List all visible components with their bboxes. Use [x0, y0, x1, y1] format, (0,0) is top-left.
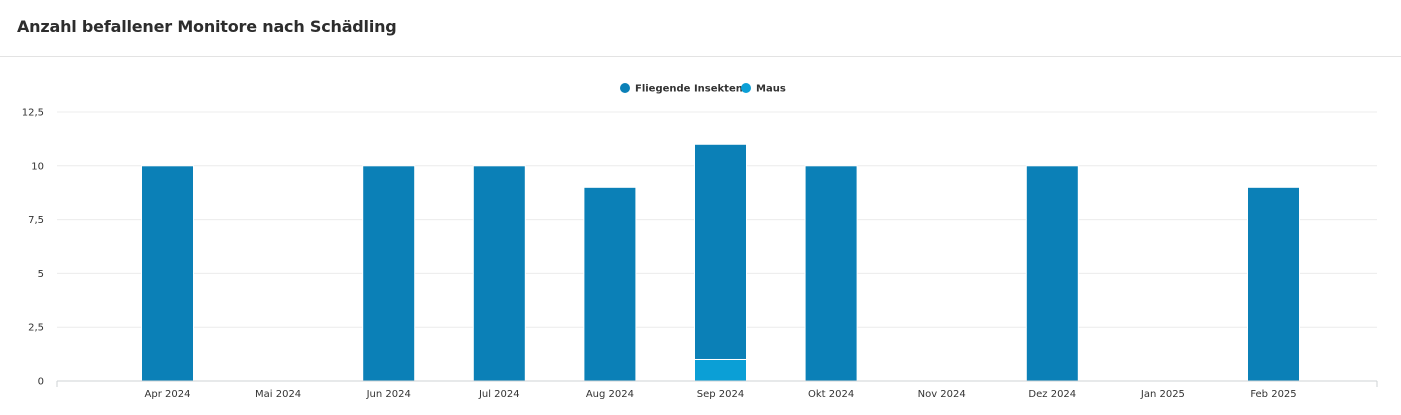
bar-fliegende-insekten[interactable]	[1247, 186, 1300, 382]
x-tick-label: Jan 2025	[1140, 389, 1185, 400]
x-tick-label: Jul 2024	[478, 389, 520, 400]
bar-fliegende-insekten[interactable]	[472, 165, 526, 382]
x-tick-label: Feb 2025	[1250, 389, 1296, 400]
x-tick-label: Nov 2024	[918, 389, 966, 400]
x-tick-label: Dez 2024	[1028, 389, 1076, 400]
y-tick-label: 12,5	[22, 108, 44, 119]
bar-fliegende-insekten[interactable]	[583, 186, 637, 382]
x-tick-label: Jun 2024	[366, 389, 411, 400]
bar-fliegende-insekten[interactable]	[694, 143, 747, 360]
legend-marker	[620, 83, 630, 93]
y-tick-label: 7,5	[28, 215, 44, 226]
axes: 0 2,5 5 7,5 10 12,5 Apr 2024 Mai 2024 Jun 2024 Ju…	[22, 108, 1378, 400]
x-tick-label: Sep 2024	[697, 389, 744, 400]
x-tick-label: Okt 2024	[808, 389, 854, 400]
card-header: Anzahl befallener Monitore nach Schädlin…	[0, 0, 1401, 57]
bar-fliegende-insekten[interactable]	[1025, 165, 1079, 382]
x-tick-label: Mai 2024	[255, 389, 301, 400]
bar-fliegende-insekten[interactable]	[804, 165, 858, 382]
legend-label: Maus	[756, 84, 786, 95]
bar-fliegende-insekten[interactable]	[141, 165, 194, 382]
bar-maus[interactable]	[694, 358, 747, 382]
legend-marker	[741, 83, 751, 93]
legend-label: Fliegende Insekten	[635, 84, 743, 95]
chart-area: 0 2,5 5 7,5 10 12,5 Apr 2024 Mai 2024 Jun 2024 Ju…	[0, 58, 1401, 415]
bar-fliegende-insekten[interactable]	[362, 165, 416, 382]
y-tick-label: 5	[38, 269, 44, 280]
y-tick-label: 2,5	[28, 323, 44, 334]
y-tick-label: 10	[31, 161, 44, 172]
y-tick-label: 0	[38, 377, 44, 388]
x-tick-label: Apr 2024	[145, 389, 191, 400]
bar-chart: 0 2,5 5 7,5 10 12,5 Apr 2024 Mai 2024 Jun 2024 Ju…	[22, 83, 1378, 400]
chart-title: Anzahl befallener Monitore nach Schädlin…	[17, 17, 397, 36]
legend-item-fliegende-insekten[interactable]: Fliegende Insekten	[620, 83, 743, 95]
x-tick-label: Aug 2024	[586, 389, 634, 400]
legend: Fliegende Insekten Maus	[620, 83, 786, 95]
bars	[141, 143, 1300, 382]
legend-item-maus[interactable]: Maus	[741, 83, 786, 95]
